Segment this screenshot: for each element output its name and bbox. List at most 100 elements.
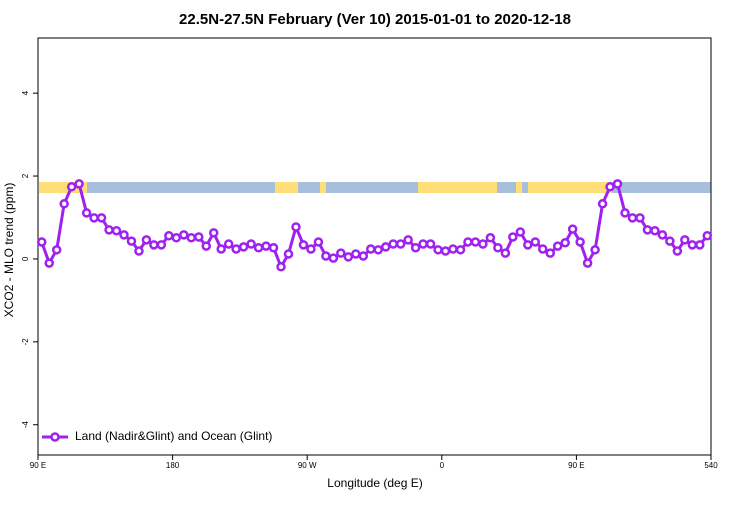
chart-title: 22.5N-27.5N February (Ver 10) 2015-01-01…	[179, 11, 571, 28]
data-point	[246, 239, 256, 249]
data-point	[74, 179, 84, 189]
data-point	[620, 208, 630, 218]
y-tick-label: 0	[21, 256, 30, 261]
y-tick-label: -2	[21, 338, 30, 346]
data-point	[545, 248, 555, 258]
data-point	[343, 252, 354, 262]
data-point	[373, 245, 383, 255]
data-point	[328, 253, 339, 263]
data-point	[51, 245, 62, 255]
data-point	[635, 213, 645, 223]
data-point	[403, 235, 413, 245]
legend-marker	[50, 432, 60, 442]
data-point	[171, 233, 182, 243]
data-point	[201, 241, 211, 251]
data-point	[530, 237, 541, 247]
data-point	[575, 237, 585, 247]
data-point	[567, 224, 578, 234]
data-point	[291, 222, 301, 232]
x-tick-label: 90 W	[298, 461, 317, 470]
data-point	[44, 258, 54, 268]
land-ocean-strip	[39, 182, 711, 193]
data-point	[223, 239, 234, 249]
data-point	[156, 240, 167, 250]
data-point	[552, 241, 563, 251]
data-point	[582, 258, 593, 268]
data-point	[448, 244, 458, 254]
data-point	[351, 249, 361, 259]
data-point	[560, 238, 570, 248]
data-point	[261, 241, 271, 251]
data-point	[89, 213, 99, 223]
legend-label: Land (Nadir&Glint) and Ocean (Glint)	[75, 429, 272, 443]
data-point	[313, 237, 324, 247]
data-point	[395, 239, 406, 249]
data-point	[657, 230, 668, 240]
data-point	[440, 246, 451, 256]
data-point	[627, 213, 638, 223]
data-point	[276, 262, 286, 272]
data-point	[36, 237, 47, 247]
data-point	[268, 242, 279, 253]
y-tick-label: 2	[21, 173, 30, 178]
data-point	[612, 179, 623, 189]
data-point	[493, 242, 503, 253]
data-point	[605, 182, 615, 192]
data-point	[508, 232, 518, 242]
data-point	[336, 248, 346, 258]
data-point	[283, 249, 294, 259]
data-point	[702, 230, 713, 241]
data-point	[366, 244, 376, 254]
data-point	[216, 244, 226, 254]
data-point	[470, 237, 481, 247]
data-point	[194, 232, 204, 242]
data-point	[665, 236, 675, 246]
x-tick-label: 90 E	[30, 461, 46, 470]
data-point	[358, 251, 369, 261]
x-tick-label: 540	[704, 461, 718, 470]
data-point	[463, 237, 473, 247]
x-tick-label: 180	[166, 461, 180, 470]
data-point	[141, 235, 152, 245]
x-tick-label: 0	[440, 461, 445, 470]
data-point	[164, 230, 174, 241]
data-point	[134, 246, 144, 256]
data-point	[425, 239, 436, 249]
data-point	[590, 245, 600, 255]
y-axis-label: XCO2 - MLO trend (ppm)	[2, 183, 16, 318]
data-point	[418, 239, 428, 249]
plot-frame	[37, 37, 712, 456]
data-point	[59, 199, 69, 209]
data-point	[687, 240, 698, 250]
data-point	[119, 230, 129, 240]
data-point	[96, 213, 107, 223]
data-point	[380, 242, 391, 252]
data-point	[455, 245, 466, 255]
data-point	[523, 240, 533, 250]
data-point	[186, 233, 197, 243]
data-point	[208, 228, 219, 238]
data-point	[485, 233, 496, 243]
data-point	[650, 225, 660, 236]
data-point	[433, 245, 443, 255]
data-point	[672, 246, 683, 256]
data-point	[66, 182, 77, 192]
data-point	[126, 236, 137, 246]
data-point	[104, 225, 114, 235]
data-point	[253, 242, 264, 253]
data-point	[500, 248, 511, 258]
data-point	[298, 240, 309, 250]
data-point	[695, 240, 705, 250]
data-point	[111, 225, 122, 236]
data-point	[478, 239, 488, 249]
data-point	[597, 199, 608, 209]
data-point	[321, 251, 331, 261]
x-tick-label: 90 E	[568, 461, 584, 470]
x-axis-label: Longitude (deg E)	[327, 476, 422, 490]
data-point	[81, 208, 92, 218]
data-point	[179, 230, 189, 240]
data-point	[149, 240, 159, 250]
data-point	[306, 244, 316, 254]
data-point	[238, 242, 249, 252]
